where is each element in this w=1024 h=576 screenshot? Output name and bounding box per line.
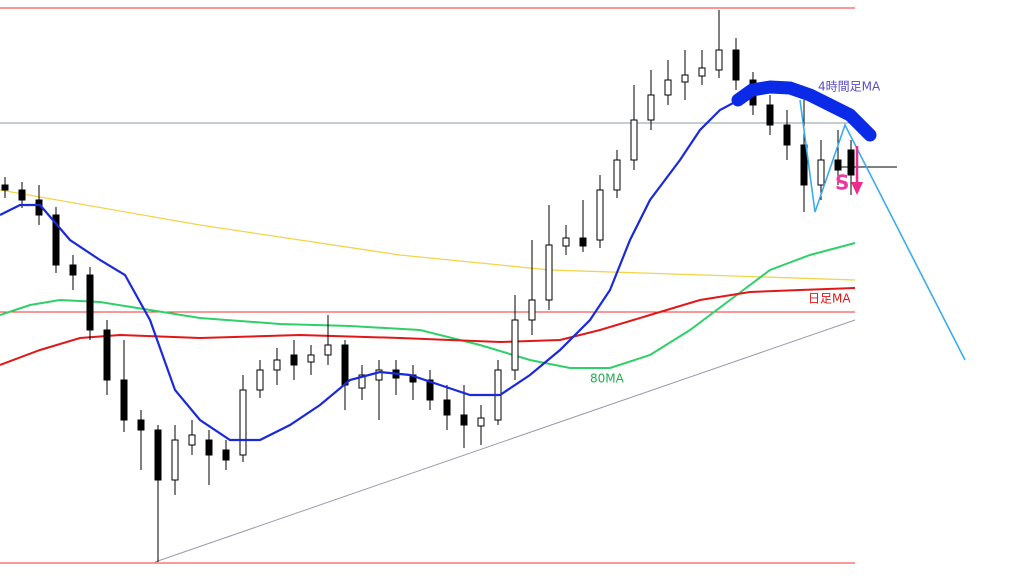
trend-line <box>154 319 856 563</box>
long-ma <box>0 189 856 281</box>
ma-4h <box>0 98 746 442</box>
projection-path <box>799 99 966 361</box>
ma-80-label: 80MA <box>590 372 625 386</box>
sell-signal: S <box>835 171 849 195</box>
ma-4h-label: 4時間足MA <box>818 80 881 94</box>
ma-80 <box>0 242 856 369</box>
bearish-candles <box>1 49 855 481</box>
daily-ma <box>0 287 856 366</box>
daily-ma-label: 日足MA <box>808 292 851 306</box>
down-arrow-head <box>851 182 863 195</box>
ma-4h-highlight <box>731 80 877 142</box>
